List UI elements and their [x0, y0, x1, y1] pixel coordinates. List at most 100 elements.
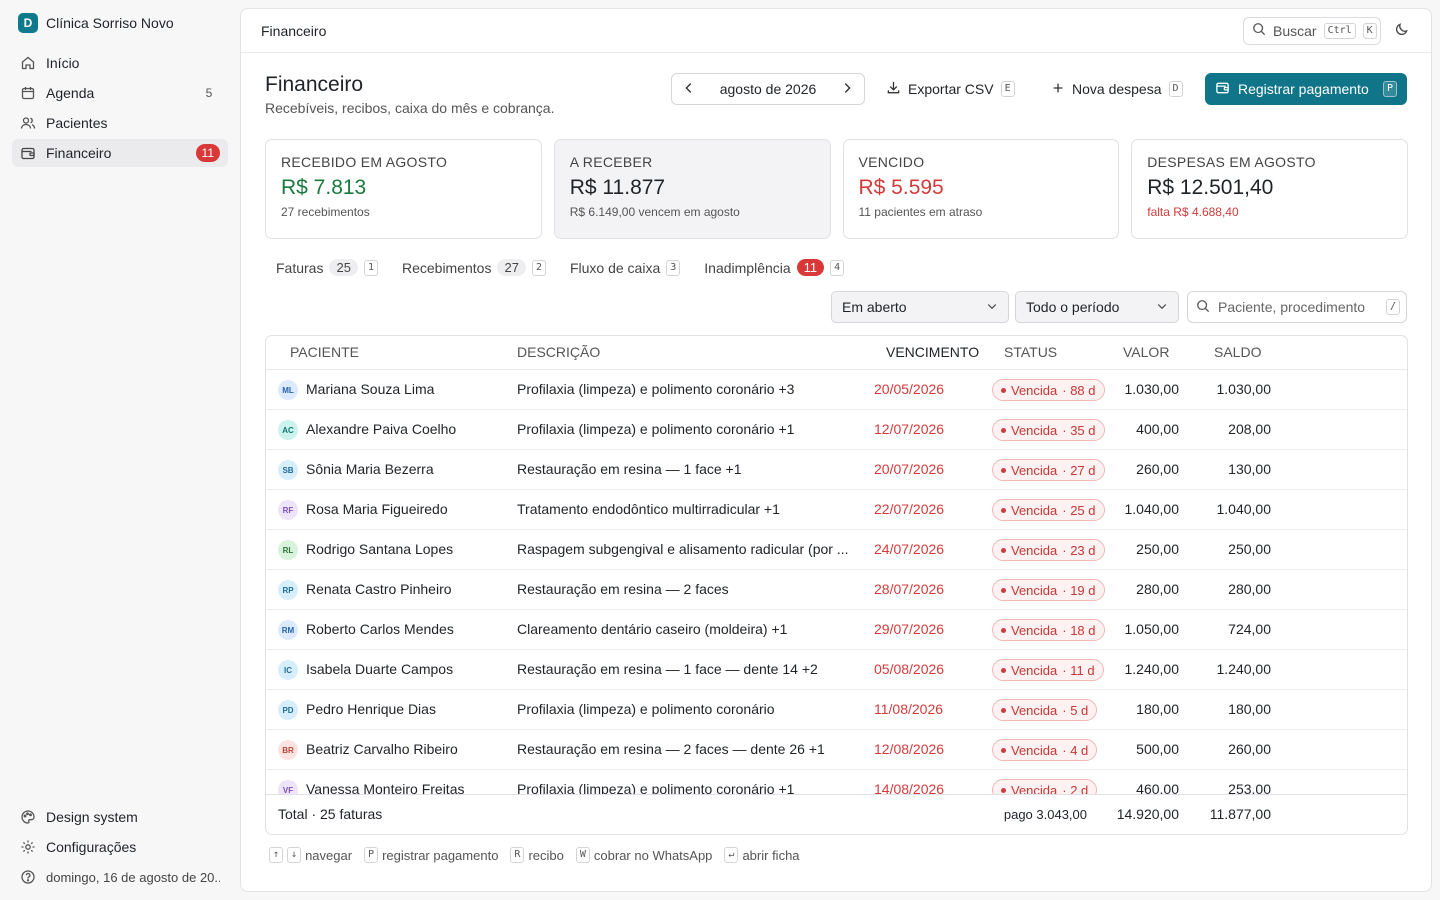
tab-inadimplencia[interactable]: Inadimplência 11 4 — [704, 259, 845, 276]
column-header-status[interactable]: STATUS — [1004, 344, 1058, 360]
avatar: RF — [278, 500, 298, 520]
patient-name: Beatriz Carvalho Ribeiro — [306, 741, 458, 757]
balance-cell: 724,00 — [1228, 621, 1271, 637]
kbd-down: ↓ — [287, 847, 302, 863]
tab-fluxo-de-caixa[interactable]: Fluxo de caixa 3 — [570, 259, 681, 276]
balance-cell: 253,00 — [1228, 781, 1271, 794]
new-expense-button[interactable]: Nova despesa D — [1051, 73, 1183, 105]
patient-name: Sônia Maria Bezerra — [306, 461, 434, 477]
sidebar-item-label: Financeiro — [46, 145, 112, 161]
table-row[interactable]: BR Beatriz Carvalho Ribeiro Restauração em… — [266, 730, 1407, 770]
sidebar-item-financeiro[interactable]: Financeiro 11 — [12, 139, 228, 167]
column-header-patient[interactable]: PACIENTE — [290, 344, 359, 360]
export-csv-button[interactable]: Exportar CSV E — [886, 73, 1015, 105]
card-receivable[interactable]: A RECEBER R$ 11.877 R$ 6.149,00 vencem e… — [553, 139, 831, 239]
table-row[interactable]: RL Rodrigo Santana Lopes Raspagem subgengi… — [266, 530, 1407, 570]
search-icon — [1252, 22, 1266, 39]
table-row[interactable]: AC Alexandre Paiva Coelho Profilaxia (limp… — [266, 410, 1407, 450]
table-row[interactable]: IC Isabela Duarte Campos Restauração em re… — [266, 650, 1407, 690]
hint-receipt: R recibo — [510, 847, 564, 863]
month-label[interactable]: agosto de 2026 — [719, 81, 817, 97]
card-note: 27 recebimentos — [281, 205, 370, 219]
balance-cell: 250,00 — [1228, 541, 1271, 557]
value-cell: 1.030,00 — [1124, 381, 1180, 397]
wallet-icon — [1215, 80, 1230, 98]
description: Raspagem subgengival e alisamento radicu… — [517, 541, 849, 557]
tab-faturas[interactable]: Faturas 25 1 — [276, 259, 378, 276]
avatar: RM — [278, 620, 298, 640]
status-days: · 2 d — [1062, 782, 1089, 795]
brand[interactable]: D Clínica Sorriso Novo — [18, 13, 174, 33]
tab-label: Inadimplência — [704, 259, 791, 276]
table-row[interactable]: SB Sônia Maria Bezerra Restauração em resi… — [266, 450, 1407, 490]
status-filter-value: Em aberto — [842, 299, 907, 315]
status-days: · 11 d — [1062, 662, 1095, 678]
table-row[interactable]: PD Pedro Henrique Dias Profilaxia (limpeza… — [266, 690, 1407, 730]
table-search-input[interactable] — [1218, 299, 1378, 315]
due-date: 20/07/2026 — [874, 461, 945, 477]
avatar: ML — [278, 380, 298, 400]
export-label: Exportar CSV — [908, 81, 994, 97]
tab-count: 27 — [497, 259, 526, 276]
card-overdue[interactable]: VENCIDO R$ 5.595 11 pacientes em atraso — [842, 139, 1120, 239]
table-row[interactable]: ML Mariana Souza Lima Profilaxia (limpeza)… — [266, 370, 1407, 410]
table-row[interactable]: RP Renata Castro Pinheiro Restauração em r… — [266, 570, 1407, 610]
card-expenses[interactable]: DESPESAS EM AGOSTO R$ 12.501,40 falta R$… — [1131, 139, 1408, 239]
column-header-balance[interactable]: SALDO — [1214, 344, 1262, 360]
kbd-k: K — [1362, 22, 1377, 39]
sidebar-item-design-system[interactable]: Design system — [12, 803, 228, 831]
status-days: · 5 d — [1062, 702, 1089, 718]
status-dot — [1001, 747, 1006, 753]
global-search-button[interactable]: Buscar Ctrl K — [1243, 16, 1381, 45]
search-label: Buscar — [1273, 22, 1317, 39]
sidebar-item-inicio[interactable]: Início — [12, 49, 228, 77]
period-filter-select[interactable]: Todo o período — [1015, 291, 1179, 323]
period-filter-value: Todo o período — [1026, 299, 1120, 315]
keyboard-hints: ↑ ↓ navegar P registrar pagamento R reci… — [269, 847, 800, 863]
register-payment-button[interactable]: Registrar pagamento P — [1205, 73, 1407, 105]
status-dot — [1001, 667, 1006, 673]
sidebar-item-label: Design system — [46, 809, 138, 825]
sidebar-date: domingo, 16 de agosto de 20... — [12, 863, 228, 891]
sidebar-item-agenda[interactable]: Agenda 5 — [12, 79, 228, 107]
sidebar-item-configuracoes[interactable]: Configurações — [12, 833, 228, 861]
balance-cell: 130,00 — [1228, 461, 1271, 477]
brand-logo: D — [18, 13, 38, 33]
card-received[interactable]: RECEBIDO EM AGOSTO R$ 7.813 27 recebimen… — [265, 139, 542, 239]
home-icon — [20, 55, 36, 71]
status-filter-select[interactable]: Em aberto — [831, 291, 1009, 323]
chevron-right-icon[interactable] — [840, 81, 854, 98]
column-header-value[interactable]: VALOR — [1123, 344, 1170, 360]
theme-toggle-button[interactable] — [1391, 21, 1411, 41]
column-header-description[interactable]: DESCRIÇÃO — [517, 344, 601, 360]
sidebar-item-label: Configurações — [46, 839, 137, 855]
hint-open-record: ↵ abrir ficha — [724, 847, 800, 863]
patient-name: Vanessa Monteiro Freitas — [306, 781, 465, 794]
tab-recebimentos[interactable]: Recebimentos 27 2 — [402, 259, 546, 276]
column-header-due[interactable]: VENCIMENTO — [886, 344, 980, 360]
due-date: 20/05/2026 — [874, 381, 945, 397]
status-badge: Vencida · 2 d — [992, 779, 1098, 795]
chevron-left-icon[interactable] — [682, 81, 696, 98]
moon-icon — [1394, 22, 1409, 40]
card-note: 11 pacientes em atraso — [858, 205, 983, 219]
month-picker: agosto de 2026 — [671, 73, 865, 105]
status-dot — [1001, 587, 1006, 593]
avatar: PD — [278, 700, 298, 720]
total-balance: 11.877,00 — [1209, 806, 1271, 822]
status-days: · 23 d — [1062, 542, 1096, 558]
table-row[interactable]: RF Rosa Maria Figueiredo Tratamento endodô… — [266, 490, 1407, 530]
invoices-table: PACIENTE DESCRIÇÃO VENCIMENTO STATUS VAL… — [265, 335, 1408, 835]
description: Profilaxia (limpeza) e polimento coronár… — [517, 701, 775, 717]
main-panel: Financeiro Buscar Ctrl K Financeiro Rece… — [240, 8, 1432, 892]
balance-cell: 1.240,00 — [1216, 661, 1272, 677]
total-label: Total · 25 faturas — [278, 806, 383, 822]
kbd-up: ↑ — [269, 847, 284, 863]
table-row[interactable]: VF Vanessa Monteiro Freitas Profilaxia (li… — [266, 770, 1407, 794]
card-label: RECEBIDO EM AGOSTO — [281, 154, 448, 170]
table-row[interactable]: RM Roberto Carlos Mendes Clareamento dentá… — [266, 610, 1407, 650]
card-label: A RECEBER — [569, 154, 653, 170]
total-value: 14.920,00 — [1116, 806, 1179, 822]
sidebar-item-pacientes[interactable]: Pacientes — [12, 109, 228, 137]
breadcrumb: Financeiro — [261, 22, 327, 39]
